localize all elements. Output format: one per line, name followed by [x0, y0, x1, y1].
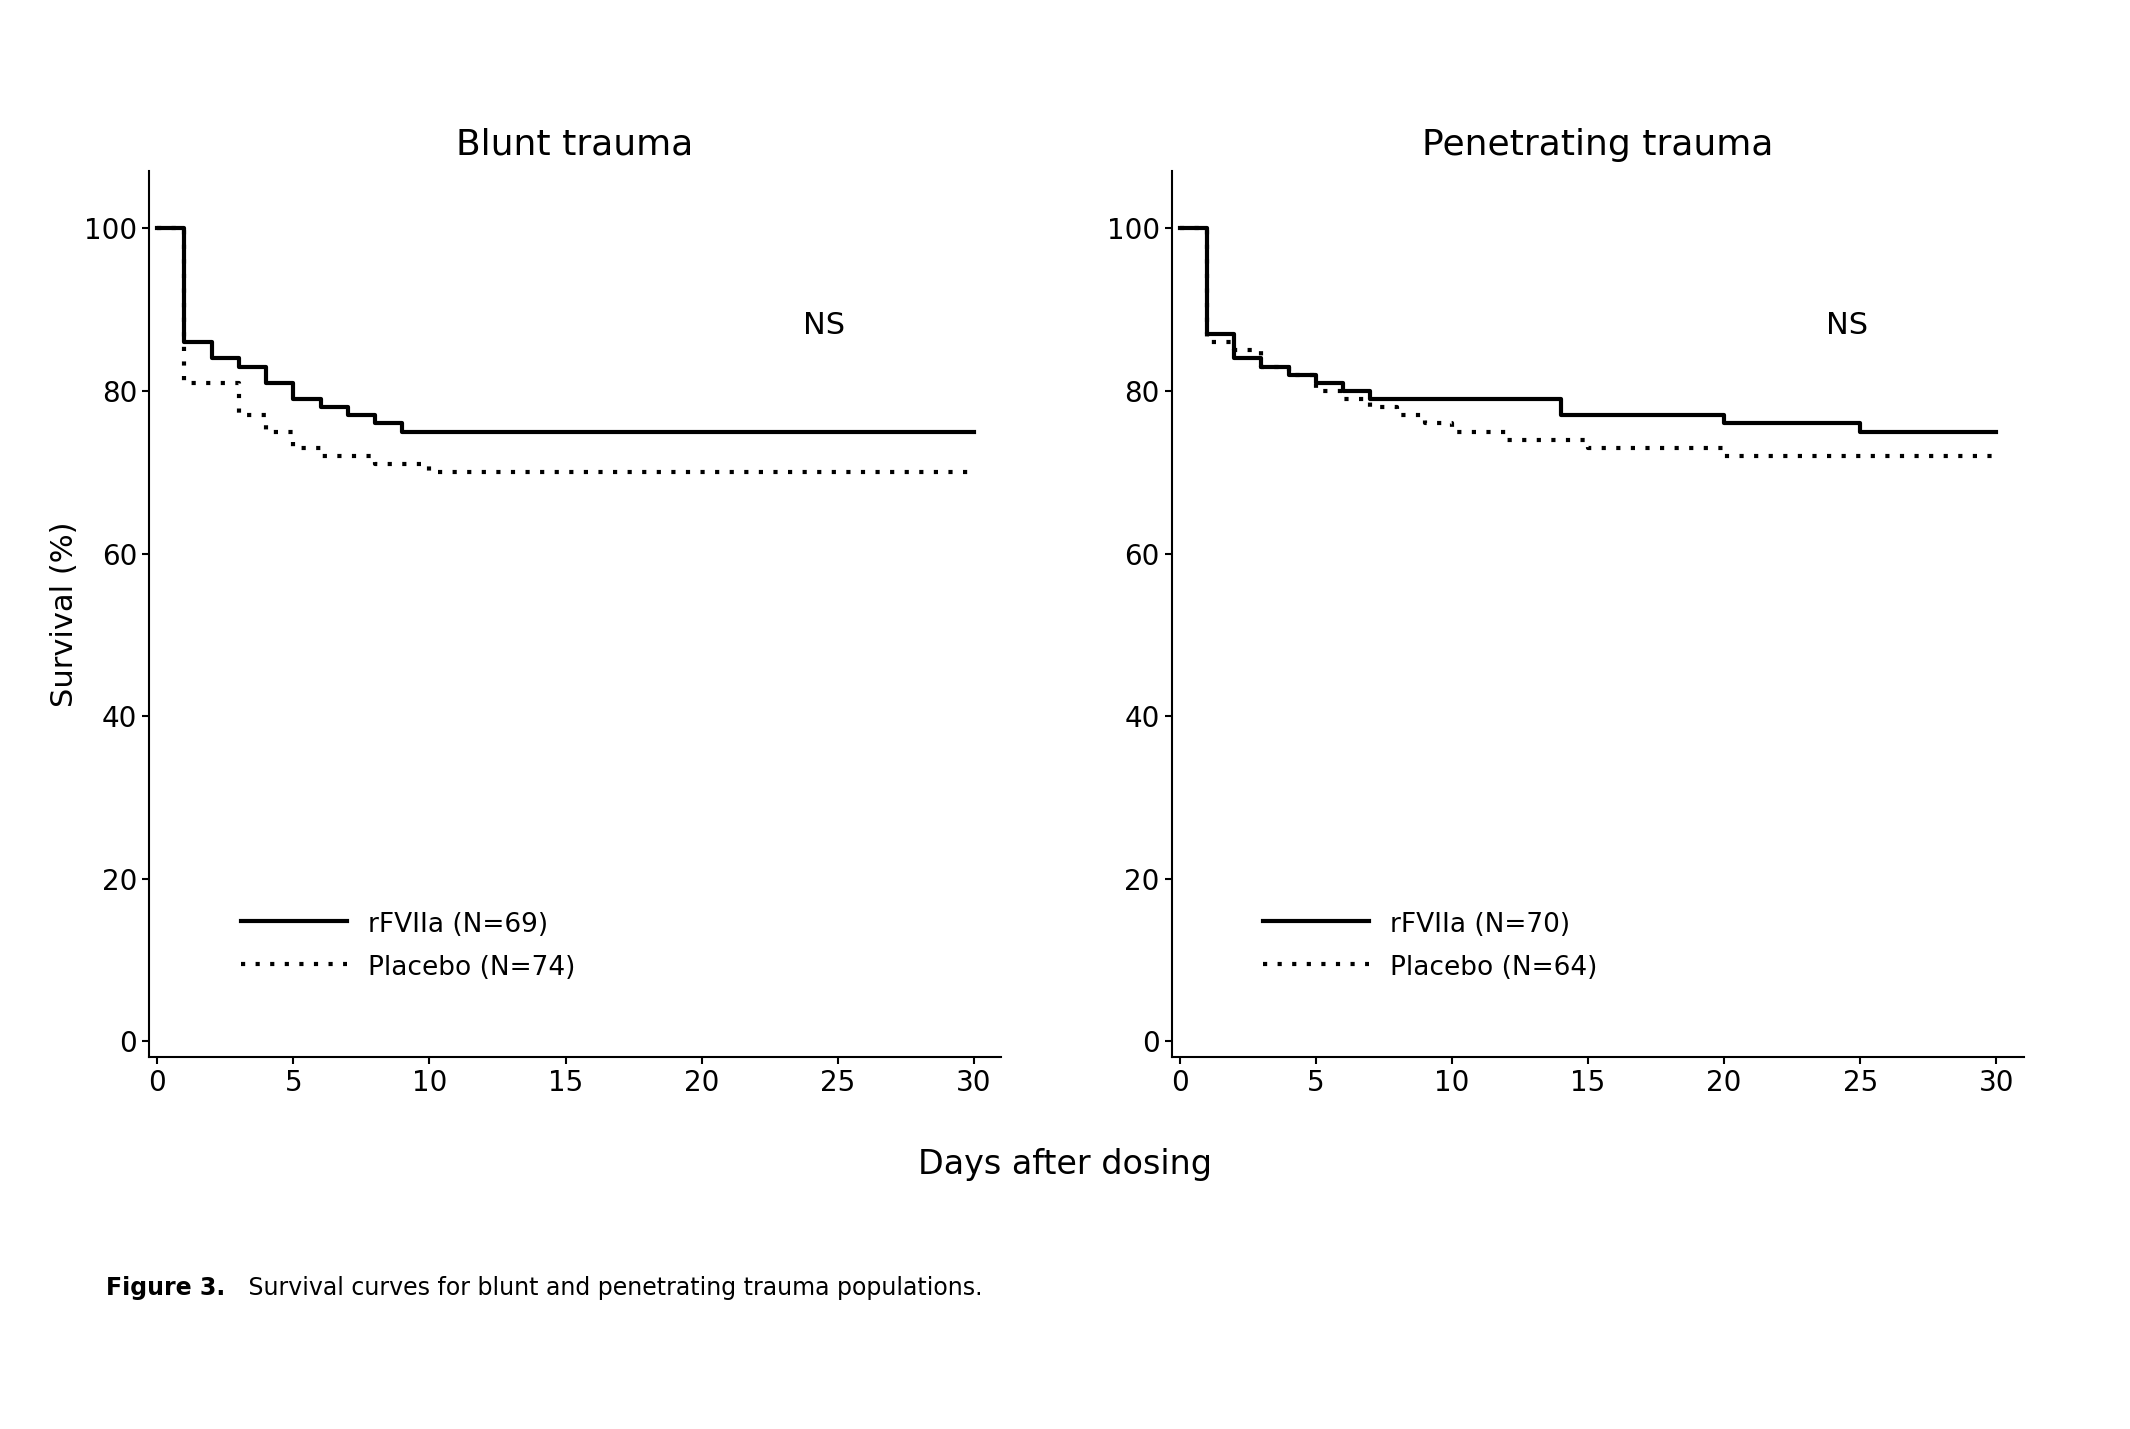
Text: NS: NS	[1825, 312, 1868, 340]
Legend: rFVIIa (N=70), Placebo (N=64): rFVIIa (N=70), Placebo (N=64)	[1252, 900, 1608, 992]
Title: Penetrating trauma: Penetrating trauma	[1423, 127, 1772, 161]
Y-axis label: Survival (%): Survival (%)	[49, 522, 79, 707]
Text: Survival curves for blunt and penetrating trauma populations.: Survival curves for blunt and penetratin…	[241, 1276, 982, 1300]
Legend: rFVIIa (N=69), Placebo (N=74): rFVIIa (N=69), Placebo (N=74)	[230, 900, 586, 992]
Text: NS: NS	[803, 312, 846, 340]
Text: Figure 3.: Figure 3.	[106, 1276, 226, 1300]
Text: Days after dosing: Days after dosing	[918, 1147, 1212, 1182]
Title: Blunt trauma: Blunt trauma	[456, 127, 694, 161]
